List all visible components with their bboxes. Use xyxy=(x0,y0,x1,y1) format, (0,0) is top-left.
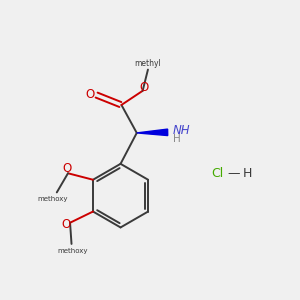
Text: O: O xyxy=(62,162,71,175)
Text: O: O xyxy=(61,218,70,231)
Text: H: H xyxy=(242,167,252,180)
Text: methoxy: methoxy xyxy=(58,248,88,254)
Polygon shape xyxy=(137,129,168,136)
Text: O: O xyxy=(139,81,148,94)
Text: H: H xyxy=(173,134,180,144)
Text: —: — xyxy=(228,167,240,180)
Text: O: O xyxy=(85,88,95,100)
Text: NH: NH xyxy=(173,124,190,137)
Text: Cl: Cl xyxy=(212,167,224,180)
Text: methyl: methyl xyxy=(134,58,161,68)
Text: methoxy: methoxy xyxy=(37,196,68,202)
